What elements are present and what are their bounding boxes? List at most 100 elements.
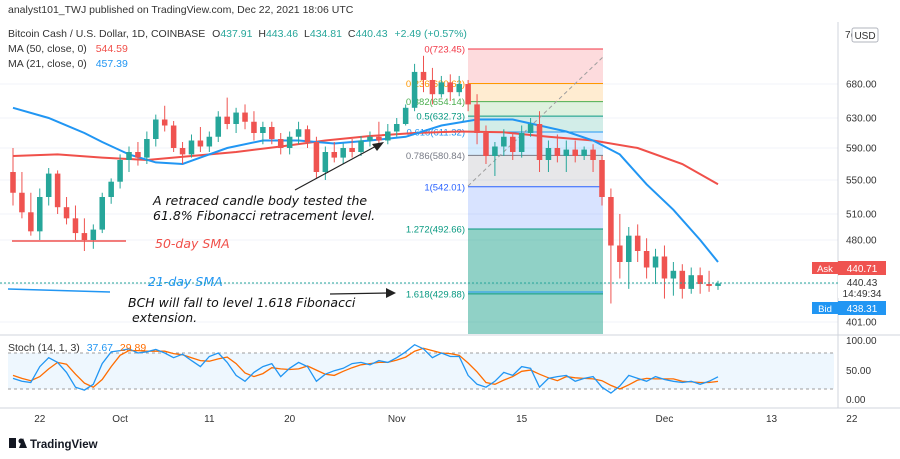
candle-body — [242, 113, 248, 122]
candle-body — [305, 129, 311, 142]
candle-body — [323, 152, 329, 172]
ask-value: 440.71 — [847, 264, 878, 275]
last-price-value: 440.43 — [847, 278, 878, 289]
candle-body — [626, 236, 632, 262]
candle-body — [55, 174, 61, 208]
candle-body — [590, 150, 596, 160]
close-value: 440.43 — [356, 28, 388, 40]
fall-note-line1: BCH will fall to level 1.618 Fibonacci — [128, 295, 356, 310]
candle-body — [91, 230, 97, 240]
time-tick-label: Dec — [656, 414, 674, 425]
ma50-legend[interactable]: MA (50, close, 0) 544.59 — [8, 43, 128, 55]
sma21-label: 21-day SMA — [148, 274, 223, 289]
candle-body — [474, 104, 480, 133]
fall-note-line2: extension. — [132, 310, 197, 325]
bid-value: 438.31 — [847, 304, 878, 315]
currency-button-label: USD — [854, 31, 875, 42]
fib-zone-1.272 — [468, 229, 603, 294]
time-tick-label: 15 — [516, 414, 528, 425]
open-value: 437.91 — [220, 28, 252, 40]
candle-body — [144, 139, 150, 158]
time-axis[interactable]: 22Oct1120Nov15Dec13222022 — [34, 414, 900, 425]
candle-body — [180, 148, 186, 154]
symbol-title: Bitcoin Cash / U.S. Dollar, 1D, COINBASE… — [8, 28, 467, 40]
high-label: H — [258, 28, 266, 40]
symbol-name: Bitcoin Cash / U.S. Dollar, 1D, COINBASE — [8, 28, 205, 40]
candle-body — [439, 82, 445, 94]
price-tick-label: 480.00 — [846, 236, 877, 247]
candle-body — [581, 150, 587, 156]
candle-body — [260, 127, 266, 133]
candle-body — [430, 80, 436, 94]
candle-body — [546, 148, 552, 160]
last-price-badge: 440.43 14:49:34 — [838, 276, 886, 300]
currency-button[interactable]: USD — [852, 28, 878, 42]
candle-body — [99, 197, 105, 230]
price-tick-label: 680.00 — [846, 80, 877, 91]
fib-label-1.618: 1.618(429.88) — [406, 289, 465, 300]
candle[interactable] — [99, 193, 105, 233]
ma21-legend[interactable]: MA (21, close, 0) 457.39 — [8, 58, 128, 70]
candle-body — [644, 251, 650, 268]
candle-body — [189, 141, 195, 155]
candle-body — [564, 150, 570, 156]
candle-note-line1: A retraced candle body tested the — [152, 193, 367, 208]
candle-body — [73, 218, 79, 233]
candle-body — [688, 275, 694, 289]
fib-zone-0.236 — [468, 83, 603, 101]
ma50-legend-value: 544.59 — [96, 43, 128, 55]
candle[interactable] — [171, 121, 177, 152]
fibonacci-retracement[interactable] — [468, 49, 603, 334]
change-value: +2.49 (+0.57%) — [395, 28, 467, 40]
fib-label-0.5: 0.5(632.73) — [416, 112, 465, 123]
candle-body — [403, 108, 409, 124]
candle-body — [37, 197, 43, 231]
fib-zone-0.786 — [468, 155, 603, 186]
ask-badge: Ask 440.71 — [812, 261, 886, 275]
candle-body — [572, 150, 578, 156]
candle-body — [126, 152, 132, 160]
candle-body — [483, 133, 489, 156]
price-tick-label: 630.00 — [846, 114, 877, 125]
candle-body — [653, 257, 659, 268]
candle-body — [376, 137, 382, 141]
stoch-tick-50: 50.00 — [846, 366, 871, 377]
candle-body — [46, 174, 52, 197]
candle-body — [385, 132, 391, 141]
ma21-legend-label: MA (21, close, 0) — [8, 58, 87, 70]
fib-label-0.786: 0.786(580.84) — [406, 151, 465, 162]
open-label: O — [212, 28, 220, 40]
stoch-band — [8, 353, 834, 389]
candle-body — [10, 172, 16, 193]
candle-body — [28, 212, 34, 231]
fib-label-0: 0(723.45) — [424, 45, 465, 56]
candle-body — [287, 137, 293, 148]
fib-zone-below-1.618 — [468, 294, 603, 334]
candle-body — [671, 271, 677, 279]
candle-body — [635, 236, 641, 251]
candle-body — [64, 207, 70, 218]
price-tick-label: 510.00 — [846, 210, 877, 221]
time-tick-label: Nov — [388, 414, 406, 425]
candle-body — [608, 197, 614, 246]
candle-body — [215, 117, 221, 137]
candle-body — [394, 124, 400, 132]
ask-label: Ask — [817, 264, 833, 275]
candle-body — [528, 124, 534, 133]
candle-body — [465, 84, 471, 104]
fib-label-1: 1(542.01) — [424, 182, 465, 193]
candle-body — [412, 72, 418, 108]
stoch-d-value: 29.89 — [120, 342, 146, 354]
fib-zone-0 — [468, 49, 603, 83]
candle-body — [296, 129, 302, 137]
bid-badge: Bid 438.31 — [812, 301, 886, 315]
candle-body — [331, 152, 337, 158]
candle-body — [153, 120, 159, 140]
stoch-legend[interactable]: Stoch (14, 1, 3) 37.67 29.89 — [8, 342, 146, 354]
stoch-legend-label: Stoch (14, 1, 3) — [8, 342, 80, 354]
candle-body — [314, 142, 320, 172]
candle-body — [349, 148, 355, 152]
price-tick-label: 590.00 — [846, 144, 877, 155]
candle-body — [599, 160, 605, 197]
